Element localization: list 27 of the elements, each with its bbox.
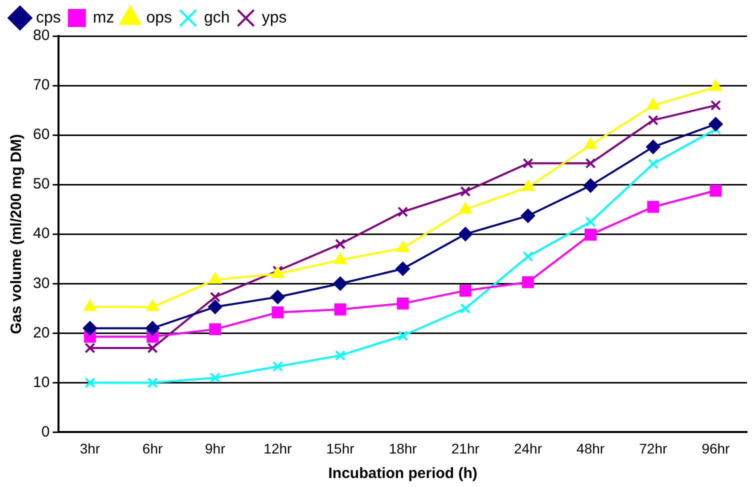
y-tick-label: 70	[32, 76, 50, 94]
legend-label: mz	[92, 9, 114, 26]
x-tick-label: 9hr	[205, 440, 226, 456]
legend-label: yps	[262, 9, 287, 26]
x-tick-label: 24hr	[514, 440, 542, 456]
y-tick-label: 40	[32, 225, 50, 242]
y-tick-label: 30	[32, 274, 50, 292]
x-tick-label: 96hr	[702, 440, 730, 456]
x-tick-label: 12hr	[264, 440, 292, 456]
x-tick-label: 18hr	[388, 440, 418, 456]
legend-label: cps	[36, 9, 61, 26]
legend-label: ops	[146, 9, 172, 26]
x-tick-label: 21hr	[451, 440, 480, 456]
x-axis-title: Incubation period (h)	[328, 465, 478, 482]
y-tick-label: 80	[32, 27, 50, 44]
y-tick-label: 60	[32, 126, 50, 144]
y-tick-label: 50	[32, 176, 50, 193]
y-tick-label: 20	[32, 324, 50, 342]
x-tick-label: 48hr	[576, 440, 605, 456]
x-tick-label: 6hr	[142, 440, 163, 456]
legend-label: gch	[204, 9, 230, 26]
y-axis-title: Gas volume (ml/200 mg DM)	[8, 134, 26, 334]
x-tick-label: 72hr	[639, 440, 668, 456]
y-tick-label: 0	[41, 423, 50, 440]
x-tick-label: 15hr	[326, 440, 355, 456]
x-tick-label: 3hr	[80, 440, 100, 456]
y-tick-label: 10	[32, 374, 50, 391]
